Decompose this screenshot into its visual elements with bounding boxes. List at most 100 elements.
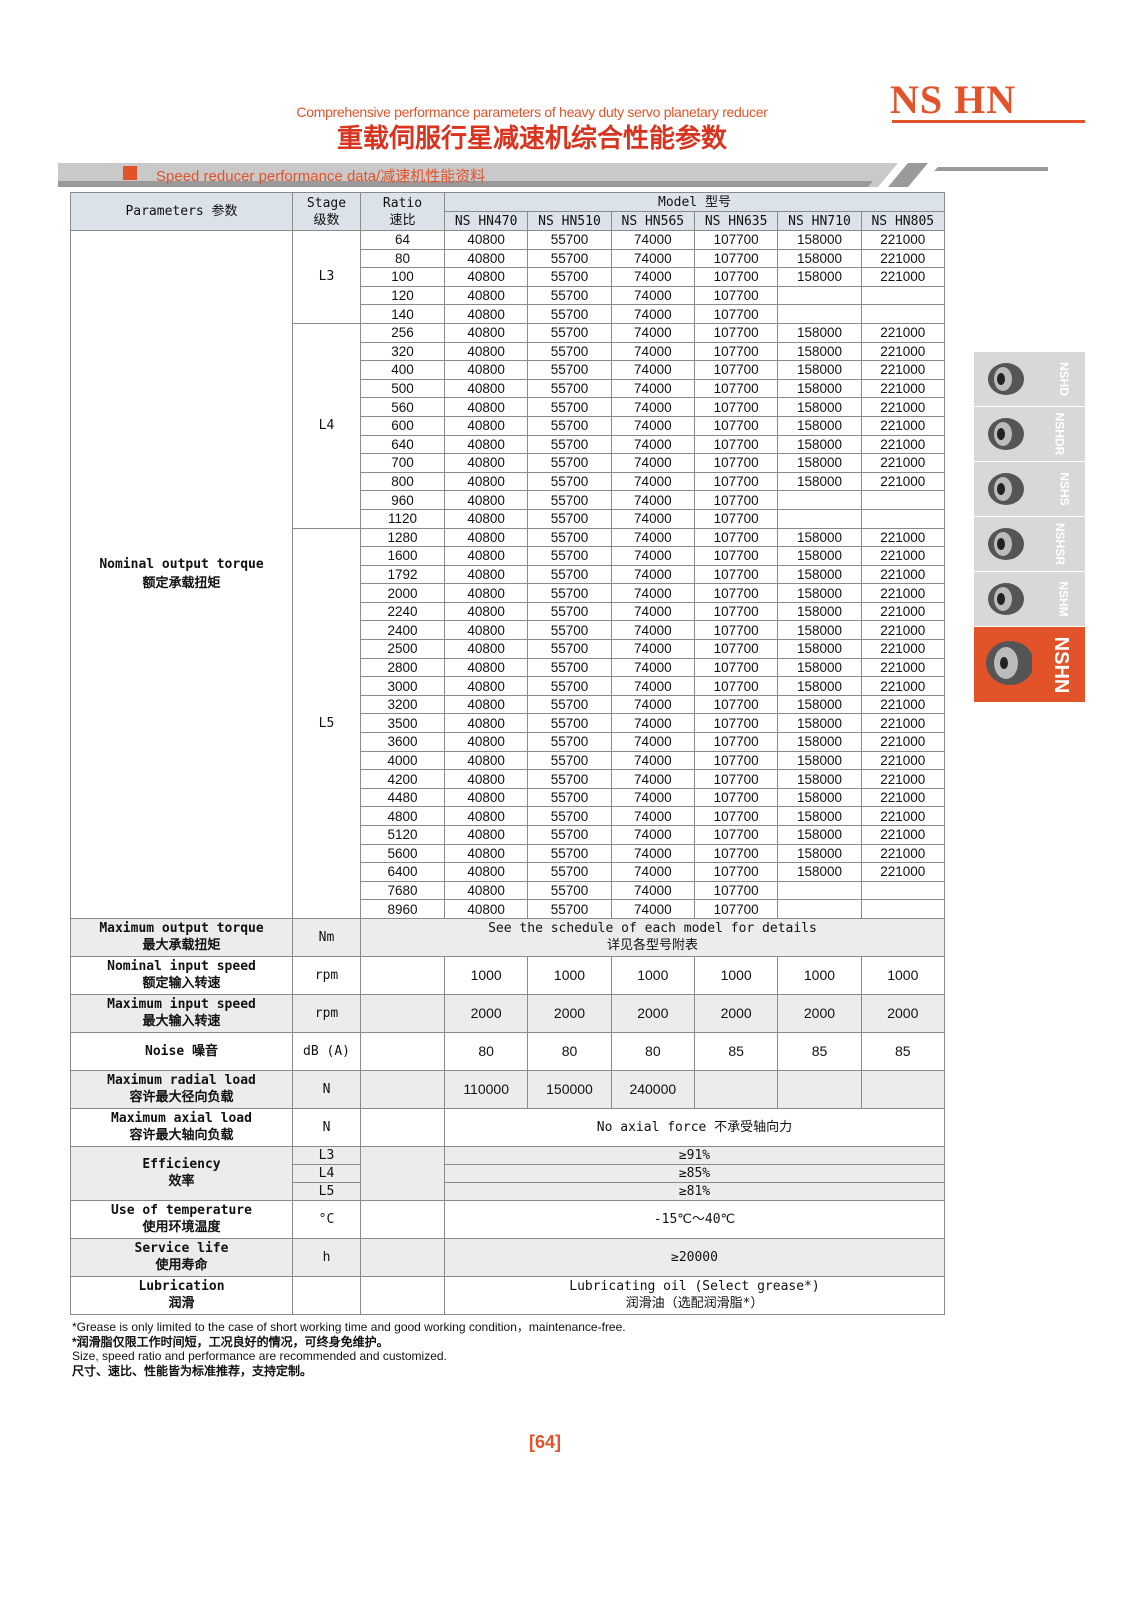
ratio-cell bbox=[360, 1031, 445, 1071]
cell-text: Nominal input speed bbox=[107, 959, 256, 975]
torque-value: 55700 bbox=[527, 583, 612, 603]
torque-value bbox=[860, 304, 945, 324]
header-row: NS HN470 NS HN510 NS HN565 NS HN635 NS HN710… bbox=[71, 211, 945, 231]
torque-value: 221000 bbox=[860, 341, 945, 362]
side-tab: NSHM bbox=[974, 572, 1085, 627]
cell-text: 级数 bbox=[313, 212, 340, 228]
parameter-label: Nominal input speed 额定输入转速 bbox=[70, 955, 293, 995]
ratio-cell: 3200 bbox=[360, 694, 445, 715]
torque-value: 107700 bbox=[693, 397, 779, 417]
cell-text: 最大输入转速 bbox=[142, 1014, 221, 1030]
torque-value: 40800 bbox=[443, 434, 529, 455]
torque-value: 74000 bbox=[610, 825, 695, 845]
torque-value: 40800 bbox=[443, 583, 529, 603]
torque-value: 107700 bbox=[693, 248, 779, 269]
torque-value: 221000 bbox=[860, 694, 945, 715]
torque-value: 158000 bbox=[777, 601, 862, 622]
cell-text: Stage bbox=[306, 195, 347, 211]
unit-cell: rpm bbox=[292, 993, 361, 1033]
torque-value: 107700 bbox=[693, 360, 779, 380]
ratio-cell: 5600 bbox=[360, 843, 445, 864]
torque-value: 107700 bbox=[693, 657, 779, 678]
torque-value: 221000 bbox=[860, 415, 945, 436]
cell-text: Noise 噪音 bbox=[145, 1043, 218, 1059]
torque-row: 600 40800 55700 74000 107700 158000 221000 bbox=[71, 415, 945, 436]
torque-value: 74000 bbox=[610, 583, 695, 603]
footnotes: *Grease is only limited to the case of s… bbox=[72, 1320, 626, 1378]
torque-row: 800 40800 55700 74000 107700 158000 221000 bbox=[71, 471, 945, 492]
torque-value: 55700 bbox=[527, 508, 612, 529]
torque-value: 158000 bbox=[777, 657, 862, 678]
torque-value: 74000 bbox=[610, 787, 695, 808]
cell-text: Maximum input speed bbox=[107, 997, 256, 1013]
torque-row: 500 40800 55700 74000 107700 158000 221000 bbox=[71, 378, 945, 399]
cell-text: Maximum axial load bbox=[111, 1111, 252, 1127]
torque-value: 40800 bbox=[443, 694, 529, 715]
stage-cell: L4 bbox=[292, 1163, 361, 1183]
torque-value: 107700 bbox=[693, 490, 779, 510]
value-cell: 110000 bbox=[443, 1069, 529, 1109]
ratio-cell: 1280 bbox=[360, 527, 445, 548]
torque-value: 221000 bbox=[860, 862, 945, 882]
torque-value bbox=[777, 508, 862, 529]
torque-row: 4000 40800 55700 74000 107700 158000 221000 bbox=[71, 750, 945, 771]
torque-value: 107700 bbox=[693, 583, 779, 603]
torque-value: 107700 bbox=[693, 471, 779, 492]
torque-value: 74000 bbox=[610, 360, 695, 380]
ratio-cell: 3000 bbox=[360, 676, 445, 696]
torque-value: 107700 bbox=[693, 546, 779, 566]
model-header: NS HN710 bbox=[777, 211, 862, 231]
side-tab: NSHD bbox=[974, 352, 1085, 407]
value-cell: 80 bbox=[610, 1031, 695, 1071]
torque-value: 55700 bbox=[527, 862, 612, 882]
torque-value: 221000 bbox=[860, 750, 945, 771]
torque-value: 55700 bbox=[527, 676, 612, 696]
torque-row: 320 40800 55700 74000 107700 158000 221000 bbox=[71, 341, 945, 362]
torque-value: 74000 bbox=[610, 490, 695, 510]
torque-value: 107700 bbox=[693, 769, 779, 789]
ratio-cell bbox=[360, 1145, 445, 1201]
cell-text: 使用寿命 bbox=[155, 1258, 208, 1274]
torque-value: 158000 bbox=[777, 378, 862, 399]
torque-value: 221000 bbox=[860, 843, 945, 864]
efficiency-value: ≥81% bbox=[444, 1181, 945, 1201]
value-cell: 80 bbox=[443, 1031, 529, 1071]
torque-value bbox=[777, 880, 862, 901]
torque-value: 74000 bbox=[610, 546, 695, 566]
ratio-cell: 7680 bbox=[360, 880, 445, 901]
torque-value: 74000 bbox=[610, 862, 695, 882]
torque-value: 74000 bbox=[610, 843, 695, 864]
side-tab: NSHDR bbox=[974, 407, 1085, 462]
value-cell: 85 bbox=[693, 1031, 779, 1071]
parameter-row: Nominal input speed 额定输入转速 rpm 1000 1000 1000… bbox=[70, 955, 945, 995]
torque-value: 107700 bbox=[693, 843, 779, 864]
torque-value: 40800 bbox=[443, 322, 529, 343]
torque-value: 74000 bbox=[610, 694, 695, 715]
ratio-cell: 3500 bbox=[360, 713, 445, 734]
torque-value: 40800 bbox=[443, 527, 529, 548]
ratio-cell: 2000 bbox=[360, 583, 445, 603]
torque-value: 74000 bbox=[610, 899, 695, 919]
torque-value: 55700 bbox=[527, 750, 612, 771]
cell-text: Lubrication bbox=[138, 1279, 225, 1295]
ratio-cell bbox=[360, 1237, 445, 1277]
cell-text: Ratio bbox=[382, 195, 423, 211]
torque-value: 107700 bbox=[693, 899, 779, 919]
stage-cell: L5 bbox=[292, 527, 361, 919]
parameter-label: Maximum output torque 最大承载扭矩 bbox=[70, 917, 293, 957]
unit-cell bbox=[292, 1275, 361, 1315]
torque-value: 158000 bbox=[777, 453, 862, 473]
parameter-row: Lubrication 润滑 Lubricating oil (Select gre… bbox=[70, 1275, 945, 1315]
brand-underline bbox=[892, 120, 1085, 123]
torque-value: 74000 bbox=[610, 806, 695, 826]
torque-value: 158000 bbox=[777, 843, 862, 864]
value-cell bbox=[860, 1069, 945, 1109]
torque-row: 2500 40800 55700 74000 107700 158000 221000 bbox=[71, 639, 945, 659]
torque-value: 107700 bbox=[693, 508, 779, 529]
torque-row: 5600 40800 55700 74000 107700 158000 221000 bbox=[71, 843, 945, 864]
unit-cell: °C bbox=[292, 1199, 361, 1239]
ratio-cell: 960 bbox=[360, 490, 445, 510]
ratio-cell: 1120 bbox=[360, 508, 445, 529]
torque-value: 55700 bbox=[527, 360, 612, 380]
torque-value: 221000 bbox=[860, 639, 945, 659]
